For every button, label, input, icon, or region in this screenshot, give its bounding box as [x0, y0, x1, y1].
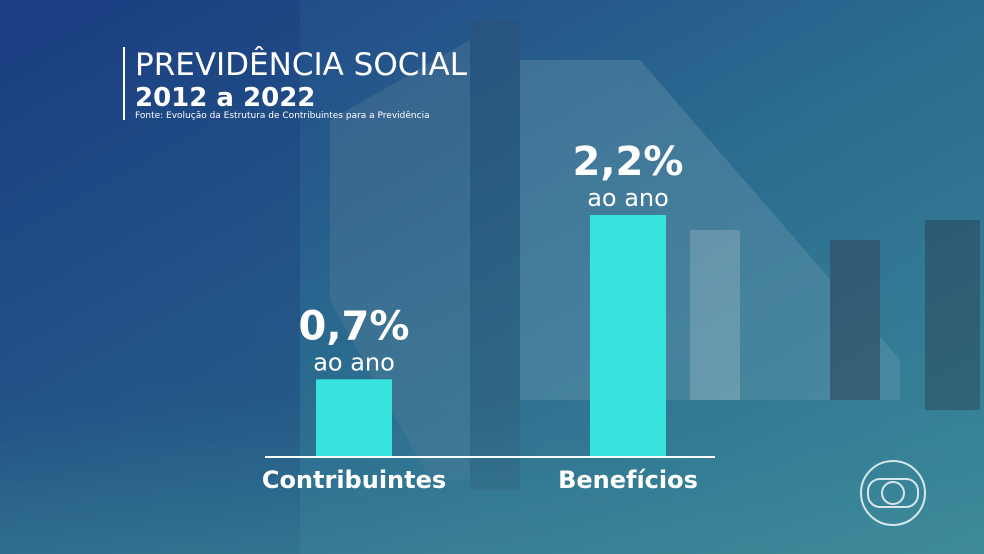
- broadcaster-logo: [860, 460, 926, 526]
- chart-subtitle: 2012 a 2022: [135, 83, 315, 113]
- value-label-note: ao ano: [313, 348, 395, 376]
- value-label: 0,7%: [299, 303, 410, 349]
- value-label-note: ao ano: [587, 184, 669, 212]
- source-note: Fonte: Evolução da Estrutura de Contribu…: [135, 110, 430, 121]
- x-tick-label: Contribuintes: [262, 466, 446, 494]
- value-label: 2,2%: [573, 139, 684, 185]
- x-tick-label: Benefícios: [558, 466, 698, 494]
- chart-title: PREVIDÊNCIA SOCIAL: [135, 47, 468, 83]
- bar: [590, 215, 666, 456]
- bar: [316, 379, 392, 456]
